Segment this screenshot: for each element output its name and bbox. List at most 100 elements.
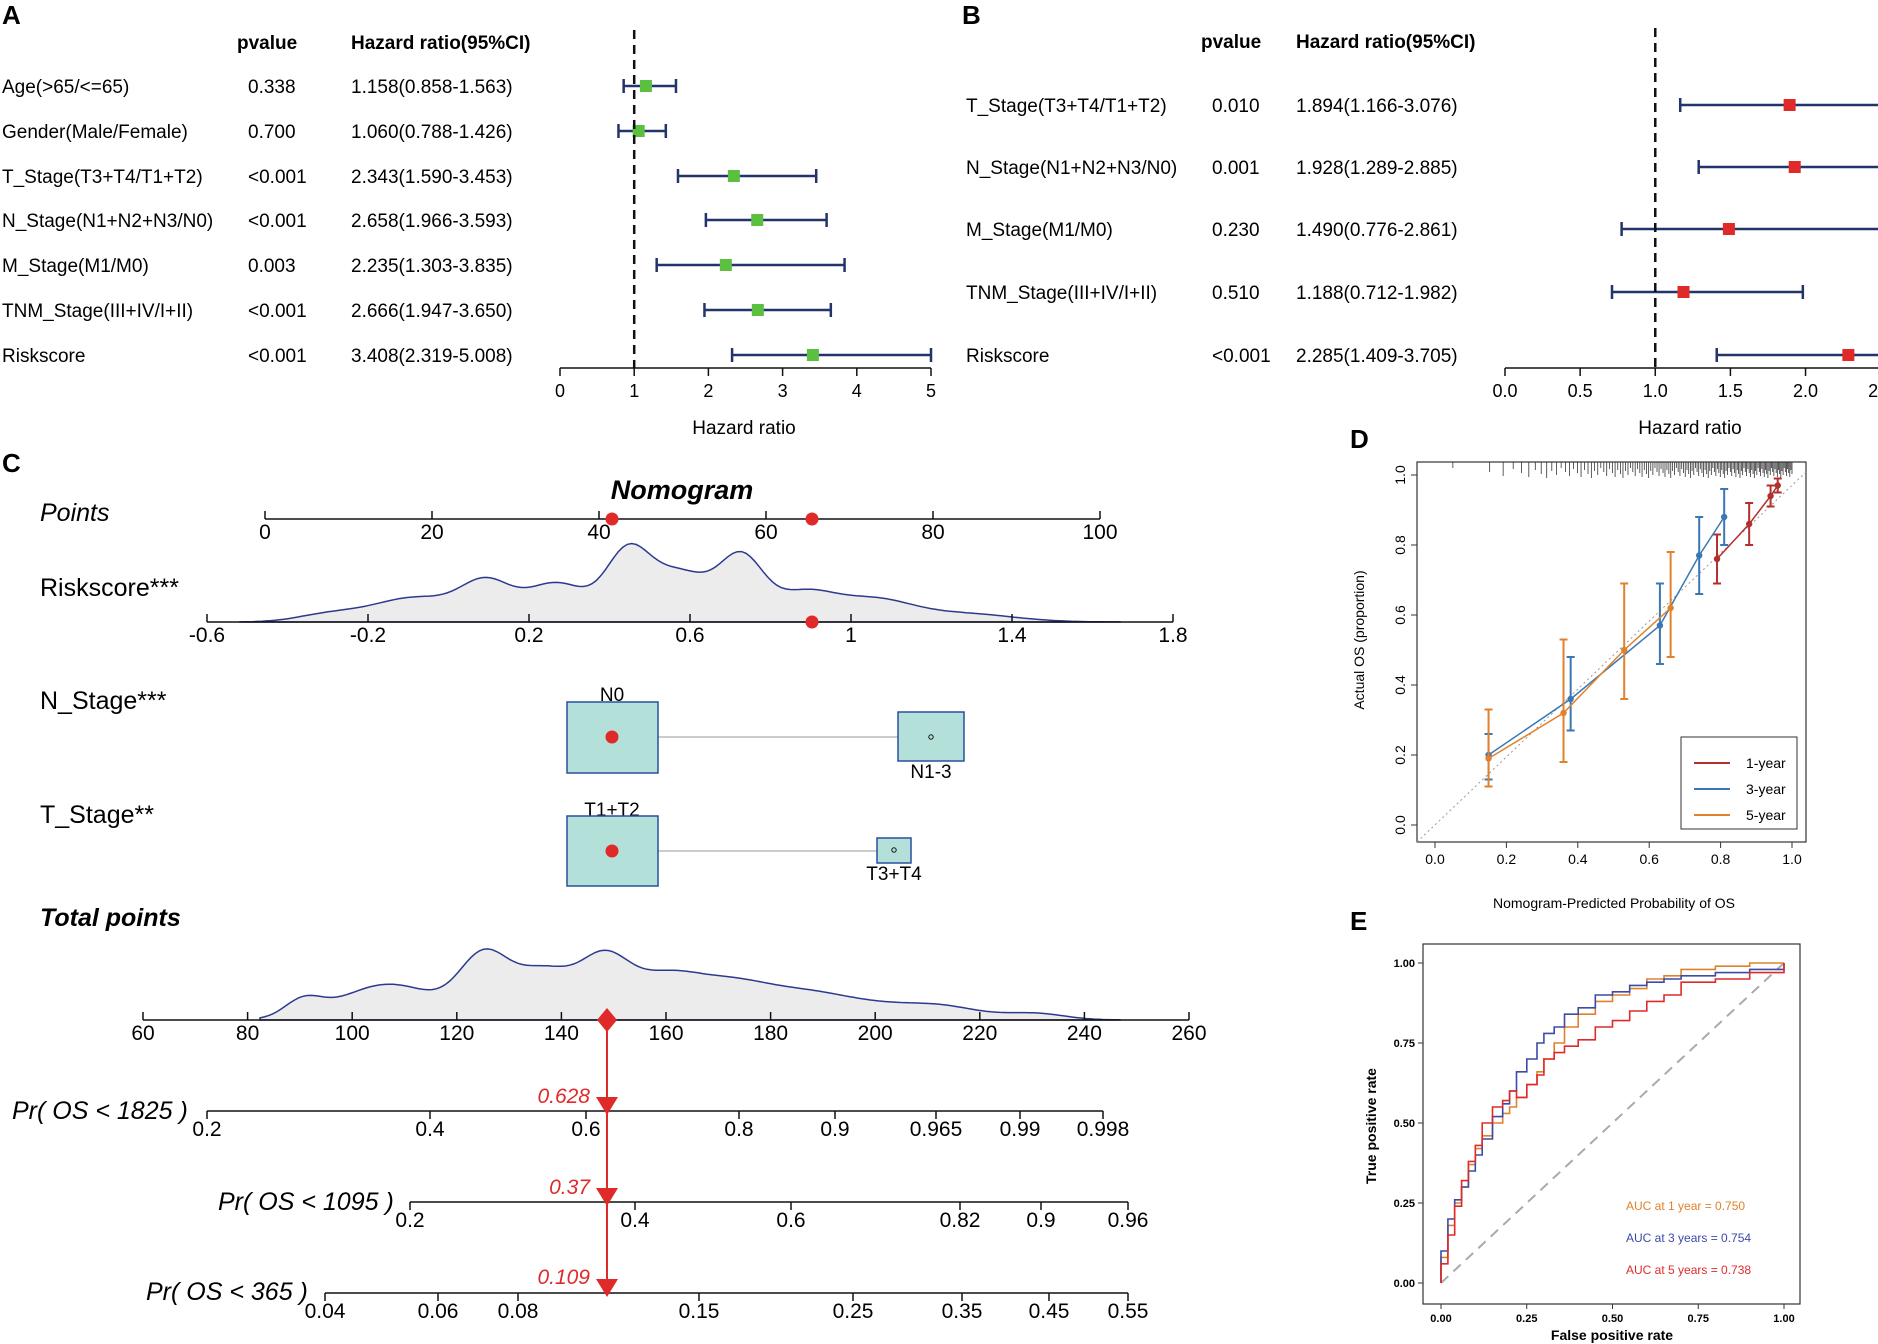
probability-marker xyxy=(596,1279,618,1297)
nstage-box-n1-3 xyxy=(897,711,965,762)
pr365-tick-label: 0.25 xyxy=(833,1300,874,1323)
row-pvalue: 0.510 xyxy=(1212,283,1260,304)
y-tick-label: 0.50 xyxy=(1394,1118,1415,1130)
nstage-level-n0: N0 xyxy=(600,685,624,706)
riskscore-tick-label: -0.6 xyxy=(189,624,225,647)
panel-label-c: C xyxy=(2,448,21,478)
pr365-tick-label: 0.08 xyxy=(498,1300,539,1323)
calibration-line xyxy=(1488,516,1725,756)
hr-marker xyxy=(1842,349,1855,361)
calibration-point xyxy=(1720,513,1728,521)
calibration-point xyxy=(1567,695,1574,703)
row-pvalue: <0.001 xyxy=(248,211,307,232)
pr1095-tick-label: 0.6 xyxy=(776,1209,805,1232)
pr1825-tick-label: 0.4 xyxy=(415,1118,445,1141)
row-pvalue: 0.001 xyxy=(1212,158,1260,179)
panel-label-e: E xyxy=(1350,906,1367,936)
forest-plot-a: pvalue Hazard ratio(95%CI) Hazard ratio … xyxy=(2,30,936,439)
x-tick-label: 0.75 xyxy=(1688,1313,1709,1325)
x-tick-label: 0.6 xyxy=(1639,851,1659,867)
row-label: TNM_Stage(III+IV/I+II) xyxy=(2,301,193,322)
hr-marker xyxy=(1677,286,1690,298)
total-tick-label: 60 xyxy=(131,1022,154,1045)
y-tick-label: 0.25 xyxy=(1394,1198,1415,1210)
ylabel-d: Actual OS (proportion) xyxy=(1351,570,1367,709)
hr-marker xyxy=(806,349,819,361)
riskscore-label: Riskscore*** xyxy=(40,574,179,602)
riskscore-tick-label: -0.2 xyxy=(350,624,386,647)
nstage-label: N_Stage*** xyxy=(40,687,167,715)
x-tick-label: 0.25 xyxy=(1516,1313,1537,1325)
row-hr-text: 1.158(0.858-1.563) xyxy=(351,77,513,98)
x-tick-label: 3 xyxy=(778,381,788,401)
pr1825-tick-label: 0.2 xyxy=(192,1118,221,1141)
panel-label-d: D xyxy=(1350,424,1369,454)
pr1825-tick-label: 0.8 xyxy=(724,1118,753,1141)
row-label: Riskscore xyxy=(966,346,1049,367)
forest-plot-b: pvalue Hazard ratio(95%CI) Hazard ratio … xyxy=(966,28,1878,439)
y-tick-label: 0.00 xyxy=(1394,1278,1415,1290)
row-hr-text: 3.408(2.319-5.008) xyxy=(351,346,513,367)
x-tick-label: 0.0 xyxy=(1492,381,1517,401)
x-tick-label: 0.50 xyxy=(1602,1313,1623,1325)
pr365-tick-label: 0.45 xyxy=(1029,1300,1070,1323)
calibration-point xyxy=(1695,552,1703,559)
points-marker-nstage xyxy=(805,512,819,526)
nstage-level-n1-3: N1-3 xyxy=(910,762,951,783)
pr-1095-label: Pr( OS < 1095 ) xyxy=(218,1188,394,1216)
row-hr-text: 1.894(1.166-3.076) xyxy=(1296,96,1458,117)
roc-curve xyxy=(1440,963,1785,1283)
xlabel-b: Hazard ratio xyxy=(1638,418,1742,439)
x-tick-label: 0.2 xyxy=(1497,851,1517,867)
x-tick-label: 2.0 xyxy=(1793,381,1818,401)
calibration-point xyxy=(1667,604,1674,612)
total-tick-label: 140 xyxy=(544,1022,579,1045)
pr1825-tick-label: 0.99 xyxy=(1000,1118,1041,1141)
pr365-tick-label: 0.15 xyxy=(679,1300,720,1323)
hr-marker xyxy=(727,170,740,182)
points-tick-label: 0 xyxy=(259,521,271,544)
x-tick-label: 1.0 xyxy=(1643,381,1668,401)
header-hr-a: Hazard ratio(95%CI) xyxy=(351,33,531,54)
row-hr-text: 2.285(1.409-3.705) xyxy=(1296,346,1458,367)
tstage-dot xyxy=(891,847,897,853)
x-tick-label: 0.00 xyxy=(1430,1313,1451,1325)
xlabel-e: False positive rate xyxy=(1551,1327,1673,1343)
tstage-box-t3t4 xyxy=(876,837,912,864)
total-tick-label: 240 xyxy=(1067,1022,1102,1045)
pr-1095-value: 0.37 xyxy=(549,1176,591,1199)
tstage-label: T_Stage** xyxy=(40,801,154,829)
hr-marker xyxy=(719,259,732,271)
total-tick-label: 260 xyxy=(1171,1022,1206,1045)
hr-marker xyxy=(1783,99,1796,111)
pr365-tick-label: 0.35 xyxy=(942,1300,983,1323)
row-pvalue: 0.700 xyxy=(248,122,296,143)
calibration-point xyxy=(1713,555,1721,563)
calibration-point xyxy=(1621,646,1628,654)
plot-frame xyxy=(1422,943,1801,1305)
row-hr-text: 1.060(0.788-1.426) xyxy=(351,122,513,143)
pr1825-tick-label: 0.6 xyxy=(571,1118,600,1141)
y-tick-label: 1.00 xyxy=(1394,958,1415,970)
legend-label: 5-year xyxy=(1746,807,1786,823)
x-tick-label: 2 xyxy=(703,381,713,401)
plot-frame xyxy=(1416,461,1807,843)
x-tick-label: 0.0 xyxy=(1425,851,1445,867)
total-tick-label: 180 xyxy=(753,1022,788,1045)
row-pvalue: <0.001 xyxy=(248,346,307,367)
calibration-plot: Nomogram-Predicted Probability of OS Act… xyxy=(1351,461,1807,911)
x-tick-label: 0.5 xyxy=(1568,381,1593,401)
pr1825-tick-label: 0.965 xyxy=(910,1118,963,1141)
nomogram: Nomogram Points Riskscore*** N_Stage*** … xyxy=(12,475,1207,1323)
row-hr-text: 1.188(0.712-1.982) xyxy=(1296,283,1458,304)
row-pvalue: 0.338 xyxy=(248,77,296,98)
calibration-point xyxy=(1774,482,1781,489)
x-tick-label: 1.5 xyxy=(1718,381,1743,401)
row-pvalue: 0.230 xyxy=(1212,220,1260,241)
nstage-marker xyxy=(605,730,619,744)
total-points-density xyxy=(259,948,1121,1021)
row-pvalue: 0.003 xyxy=(248,256,296,277)
pr1825-tick-label: 0.998 xyxy=(1077,1118,1130,1141)
pr1095-tick-label: 0.2 xyxy=(395,1209,424,1232)
